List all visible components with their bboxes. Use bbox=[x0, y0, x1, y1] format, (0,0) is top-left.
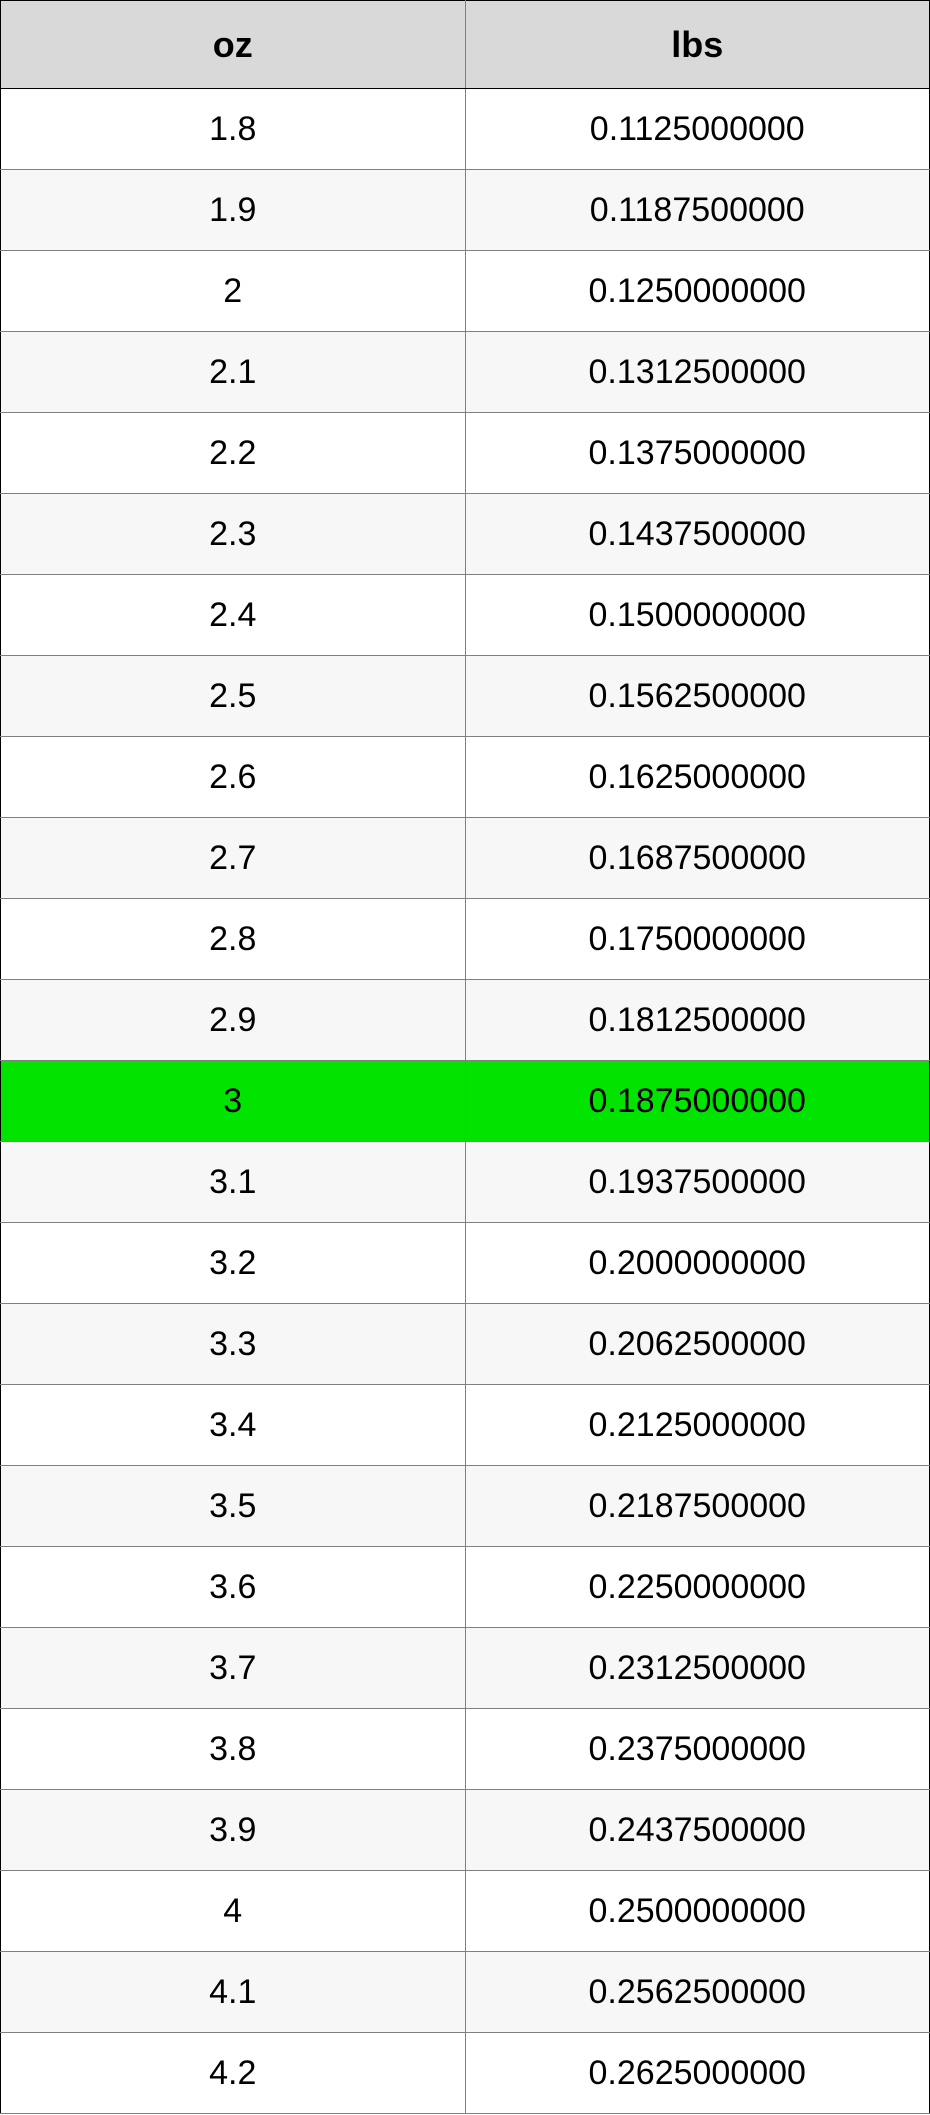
cell-oz: 3.9 bbox=[1, 1790, 466, 1871]
cell-lbs: 0.1687500000 bbox=[465, 818, 930, 899]
table-header-row: oz lbs bbox=[1, 1, 930, 89]
cell-oz: 2.5 bbox=[1, 656, 466, 737]
column-header-oz: oz bbox=[1, 1, 466, 89]
table-row: 2.20.1375000000 bbox=[1, 413, 930, 494]
cell-oz: 3.7 bbox=[1, 1628, 466, 1709]
cell-lbs: 0.2187500000 bbox=[465, 1466, 930, 1547]
table-row: 2.30.1437500000 bbox=[1, 494, 930, 575]
cell-lbs: 0.2312500000 bbox=[465, 1628, 930, 1709]
cell-lbs: 0.2500000000 bbox=[465, 1871, 930, 1952]
cell-oz: 2.2 bbox=[1, 413, 466, 494]
cell-lbs: 0.2000000000 bbox=[465, 1223, 930, 1304]
cell-lbs: 0.1875000000 bbox=[465, 1061, 930, 1142]
table-row: 3.30.2062500000 bbox=[1, 1304, 930, 1385]
table-row: 2.40.1500000000 bbox=[1, 575, 930, 656]
cell-lbs: 0.1437500000 bbox=[465, 494, 930, 575]
table-row: 2.80.1750000000 bbox=[1, 899, 930, 980]
cell-lbs: 0.1187500000 bbox=[465, 170, 930, 251]
cell-lbs: 0.1125000000 bbox=[465, 89, 930, 170]
cell-lbs: 0.1375000000 bbox=[465, 413, 930, 494]
cell-oz: 3.2 bbox=[1, 1223, 466, 1304]
table-row: 3.10.1937500000 bbox=[1, 1142, 930, 1223]
cell-lbs: 0.1750000000 bbox=[465, 899, 930, 980]
cell-oz: 3.6 bbox=[1, 1547, 466, 1628]
cell-oz: 2.1 bbox=[1, 332, 466, 413]
table-row: 3.90.2437500000 bbox=[1, 1790, 930, 1871]
cell-lbs: 0.1500000000 bbox=[465, 575, 930, 656]
table-row: 30.1875000000 bbox=[1, 1061, 930, 1142]
cell-oz: 2.8 bbox=[1, 899, 466, 980]
table-row: 3.70.2312500000 bbox=[1, 1628, 930, 1709]
cell-lbs: 0.2437500000 bbox=[465, 1790, 930, 1871]
table-row: 3.60.2250000000 bbox=[1, 1547, 930, 1628]
table-row: 2.10.1312500000 bbox=[1, 332, 930, 413]
table-row: 4.10.2562500000 bbox=[1, 1952, 930, 2033]
cell-lbs: 0.2562500000 bbox=[465, 1952, 930, 2033]
cell-oz: 3.8 bbox=[1, 1709, 466, 1790]
table-row: 3.80.2375000000 bbox=[1, 1709, 930, 1790]
cell-oz: 3 bbox=[1, 1061, 466, 1142]
cell-lbs: 0.2125000000 bbox=[465, 1385, 930, 1466]
cell-oz: 3.5 bbox=[1, 1466, 466, 1547]
cell-oz: 2.4 bbox=[1, 575, 466, 656]
conversion-table-container: oz lbs 1.80.11250000001.90.118750000020.… bbox=[0, 0, 930, 2114]
cell-lbs: 0.1312500000 bbox=[465, 332, 930, 413]
cell-oz: 3.4 bbox=[1, 1385, 466, 1466]
table-row: 3.50.2187500000 bbox=[1, 1466, 930, 1547]
table-row: 3.40.2125000000 bbox=[1, 1385, 930, 1466]
cell-lbs: 0.1625000000 bbox=[465, 737, 930, 818]
cell-oz: 3.1 bbox=[1, 1142, 466, 1223]
table-row: 4.20.2625000000 bbox=[1, 2033, 930, 2114]
cell-lbs: 0.2062500000 bbox=[465, 1304, 930, 1385]
cell-oz: 4.1 bbox=[1, 1952, 466, 2033]
table-row: 2.60.1625000000 bbox=[1, 737, 930, 818]
cell-oz: 1.8 bbox=[1, 89, 466, 170]
table-row: 2.50.1562500000 bbox=[1, 656, 930, 737]
table-header: oz lbs bbox=[1, 1, 930, 89]
cell-oz: 2.3 bbox=[1, 494, 466, 575]
table-row: 2.90.1812500000 bbox=[1, 980, 930, 1061]
cell-lbs: 0.1250000000 bbox=[465, 251, 930, 332]
cell-lbs: 0.1812500000 bbox=[465, 980, 930, 1061]
column-header-lbs: lbs bbox=[465, 1, 930, 89]
cell-lbs: 0.2375000000 bbox=[465, 1709, 930, 1790]
cell-lbs: 0.2625000000 bbox=[465, 2033, 930, 2114]
cell-oz: 4.2 bbox=[1, 2033, 466, 2114]
cell-lbs: 0.1937500000 bbox=[465, 1142, 930, 1223]
cell-oz: 3.3 bbox=[1, 1304, 466, 1385]
table-body: 1.80.11250000001.90.118750000020.1250000… bbox=[1, 89, 930, 2114]
cell-oz: 2 bbox=[1, 251, 466, 332]
cell-oz: 4 bbox=[1, 1871, 466, 1952]
table-row: 20.1250000000 bbox=[1, 251, 930, 332]
cell-oz: 1.9 bbox=[1, 170, 466, 251]
table-row: 3.20.2000000000 bbox=[1, 1223, 930, 1304]
table-row: 40.2500000000 bbox=[1, 1871, 930, 1952]
cell-lbs: 0.1562500000 bbox=[465, 656, 930, 737]
cell-lbs: 0.2250000000 bbox=[465, 1547, 930, 1628]
table-row: 2.70.1687500000 bbox=[1, 818, 930, 899]
table-row: 1.90.1187500000 bbox=[1, 170, 930, 251]
cell-oz: 2.9 bbox=[1, 980, 466, 1061]
cell-oz: 2.7 bbox=[1, 818, 466, 899]
cell-oz: 2.6 bbox=[1, 737, 466, 818]
table-row: 1.80.1125000000 bbox=[1, 89, 930, 170]
conversion-table: oz lbs 1.80.11250000001.90.118750000020.… bbox=[0, 0, 930, 2114]
